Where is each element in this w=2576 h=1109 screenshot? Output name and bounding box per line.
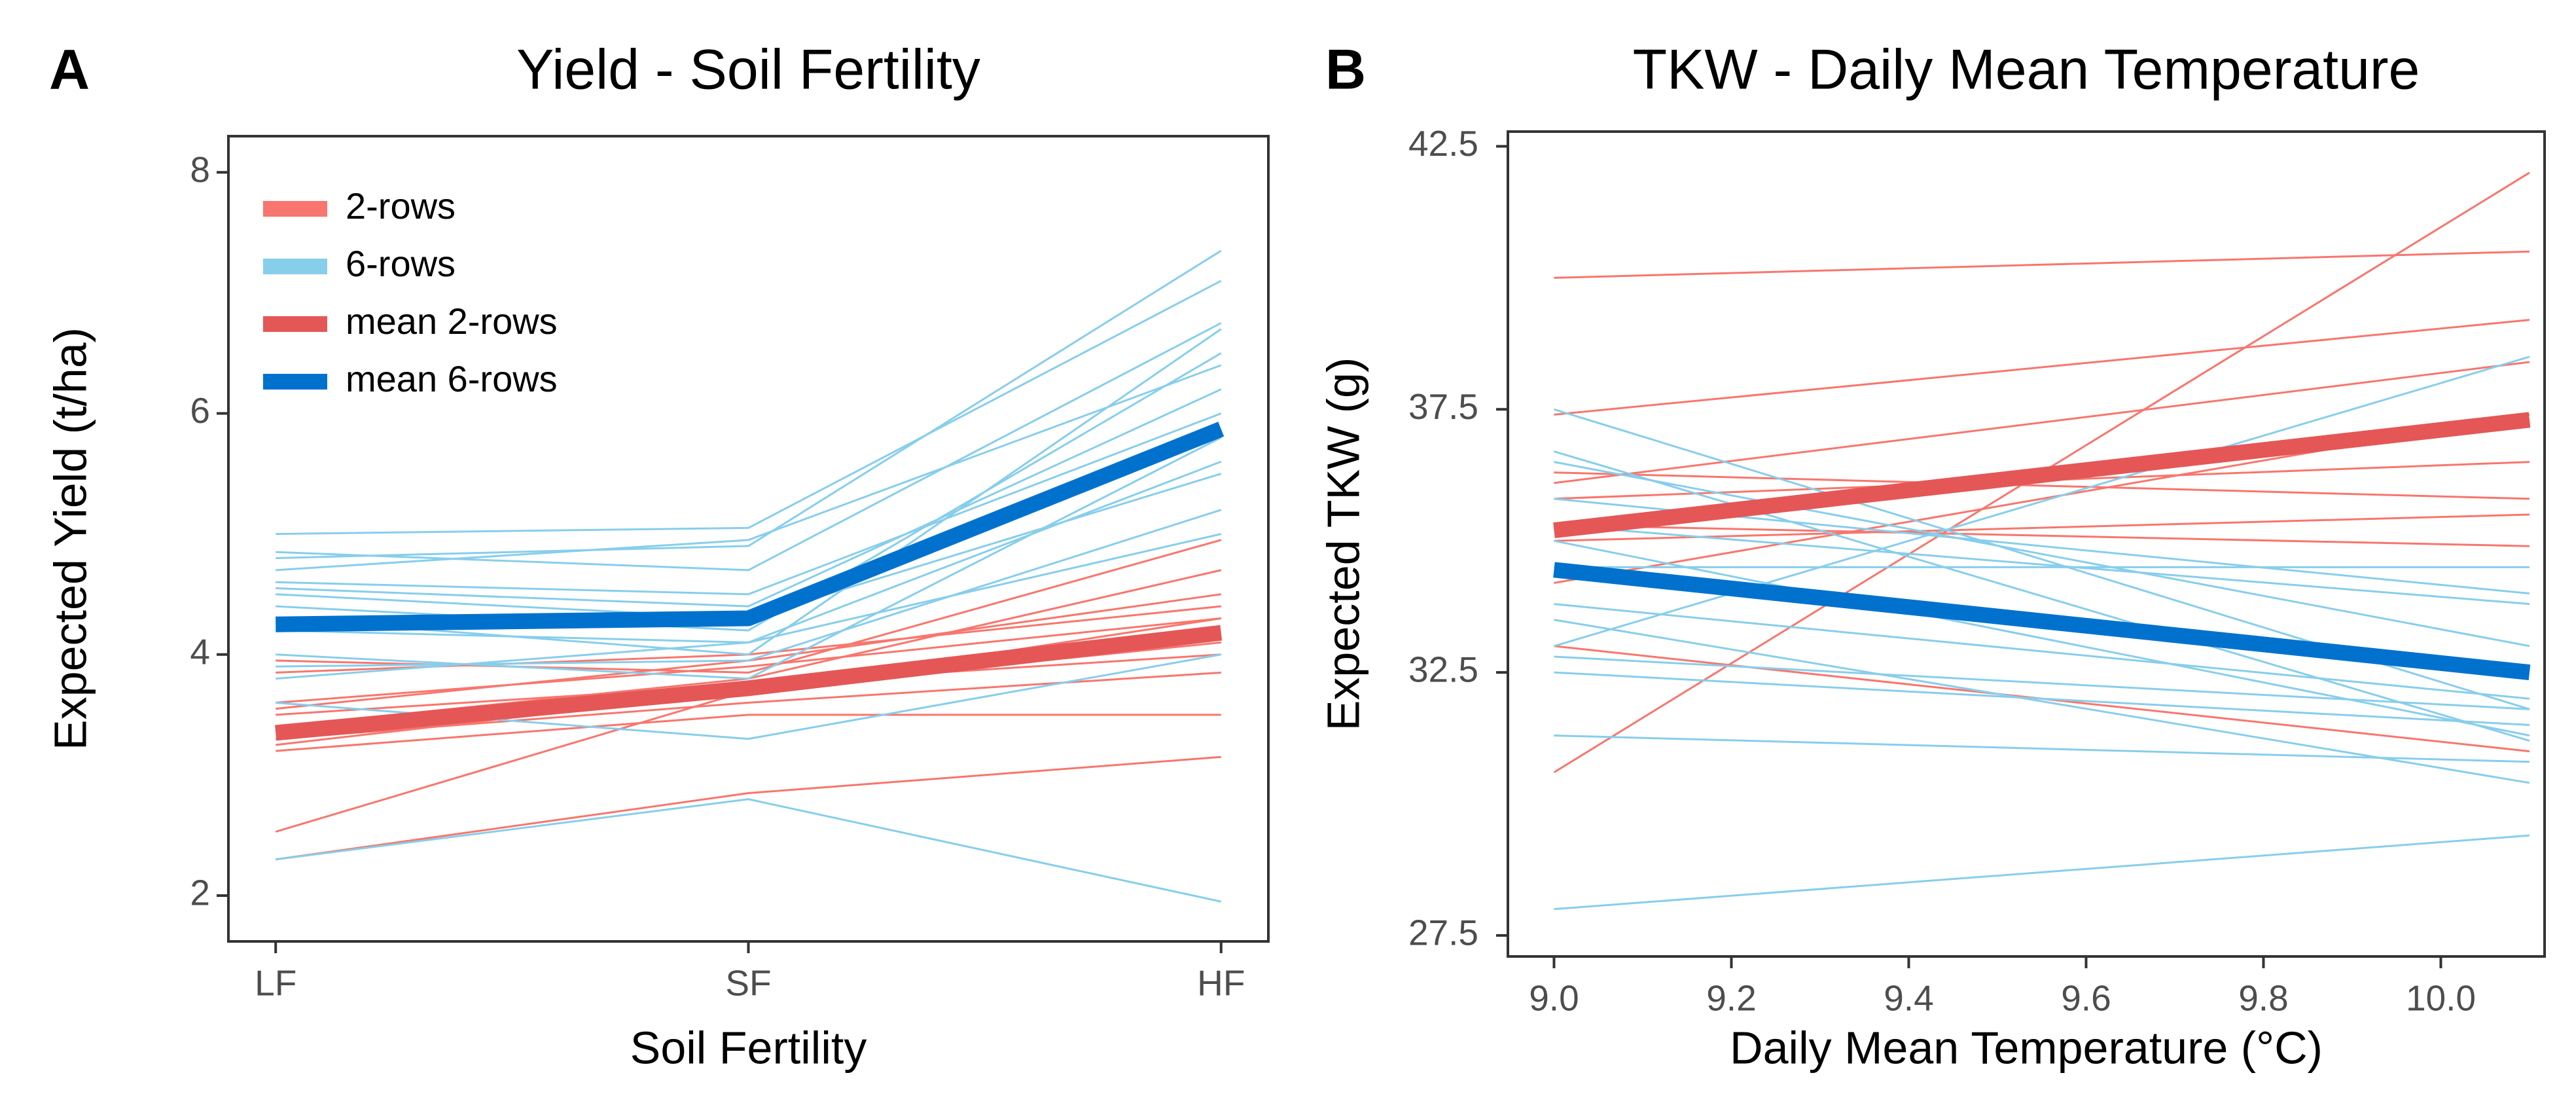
line [1554,513,2530,542]
line [1554,655,2530,710]
mean-line [275,625,1223,741]
x-tick-label: 9.8 [2238,978,2288,1019]
line [1554,834,2530,911]
y-tick-label: 27.5 [1408,912,1478,953]
line [1554,524,2530,547]
mean-line [276,422,1225,632]
x-tick-label: 9.4 [1884,978,1933,1019]
x-tick-label: LF [255,963,296,1004]
mean-line [1553,562,2531,681]
line [1554,619,2530,784]
mean-line [1553,412,2531,539]
y-axis-title: Expected TKW (g) [1317,357,1368,731]
line [276,364,1222,572]
x-tick-label: 9.6 [2061,978,2111,1019]
chart-title: TKW - Daily Mean Temperature [1633,39,2420,101]
line [1554,450,2530,742]
legend-label: 2-rows [346,185,456,227]
y-tick-label: 42.5 [1408,123,1478,164]
line [276,352,1222,632]
y-tick-label: 32.5 [1408,649,1478,690]
line [1554,361,2530,484]
line [276,436,1222,680]
chart-title: Yield - Soil Fertility [516,39,980,101]
line [1554,355,2530,647]
legend-label: mean 6-rows [346,358,558,399]
x-tick-label: HF [1197,963,1245,1004]
line [276,798,1222,903]
legend-label: mean 2-rows [346,300,558,342]
plot-area [1553,172,2531,911]
line [276,509,1222,668]
line [1554,735,2530,763]
y-tick-label: 6 [190,390,210,431]
y-tick-label: 2 [190,873,210,913]
line [276,755,1221,861]
line [1554,250,2530,279]
x-tick-label: 9.0 [1529,978,1579,1019]
y-axis-title: Expected Yield (t/ha) [45,327,96,750]
x-tick-label: 10.0 [2406,978,2476,1019]
line [276,617,1221,704]
y-tick-label: 37.5 [1408,386,1478,427]
legend-label: 6-rows [346,243,456,284]
line [276,328,1222,656]
panel-label: B [1325,39,1366,101]
line [1554,539,2530,736]
line [276,280,1222,536]
line [1554,319,2530,416]
line [276,322,1222,572]
plot-border [227,135,1270,943]
x-axis-title: Daily Mean Temperature (°C) [1730,1022,2323,1073]
y-tick-label: 8 [190,149,210,190]
line [1554,461,2530,647]
line [276,460,1222,680]
x-axis-title: Soil Fertility [630,1022,867,1073]
plot-area [275,249,1225,903]
x-tick-label: 9.2 [1706,978,1756,1019]
line [1554,471,2530,500]
line [276,412,1222,596]
line [1554,524,2530,606]
plot-border [1507,130,2546,958]
x-tick-label: SF [725,963,771,1004]
y-tick-label: 4 [190,631,210,672]
line [1554,671,2530,726]
line [1554,603,2530,700]
line [276,388,1222,608]
line [276,714,1221,752]
line [276,249,1222,559]
panel-label: A [49,39,90,101]
